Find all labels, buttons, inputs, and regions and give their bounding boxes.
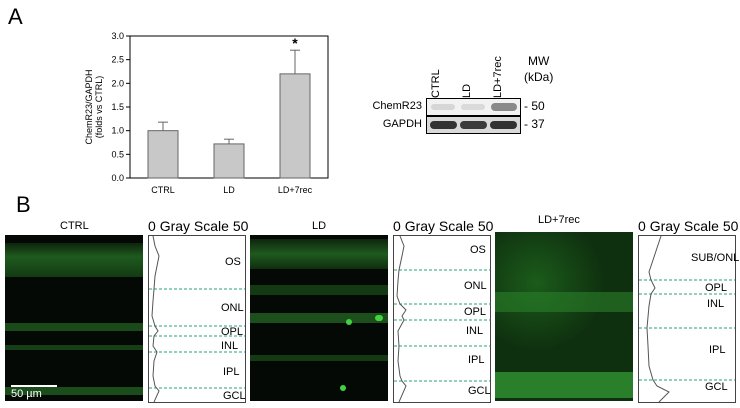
x-tick-label: LD+7rec <box>278 185 313 195</box>
panel-a-label: A <box>8 4 23 29</box>
mw-50: - 50 <box>524 99 545 113</box>
gray-scale-title-ld7rec: 0 Gray Scale 50 <box>638 218 738 234</box>
intensity-profile <box>396 236 407 402</box>
blot-lane-ctrl: CTRL <box>430 69 442 98</box>
layer-ctrl-inl: INL <box>221 340 239 352</box>
mw-37: - 37 <box>524 117 545 131</box>
layer-ctrl-os: OS <box>225 256 241 268</box>
layer-ctrl-onl: ONL <box>221 302 244 314</box>
y-tick-label: 3.0 <box>111 31 124 41</box>
y-tick-label: 0.5 <box>111 149 124 159</box>
y-axis-label: ChemR23/GAPDH <box>84 69 94 144</box>
micrograph-ld7rec <box>495 232 633 401</box>
layer-ld-opl: OPL <box>464 306 487 318</box>
scale-min-ctrl: 0 <box>148 218 156 234</box>
layer-ld-gcl: GCL <box>468 385 491 397</box>
image-title-ld: LD <box>312 220 327 232</box>
gray-scale-title-ctrl: 0 Gray Scale 50 <box>148 218 248 234</box>
mw-header: MW <box>528 54 550 68</box>
blot-band-chemr23 <box>426 98 521 116</box>
layer-ld-os: OS <box>470 244 486 256</box>
scale-min-ld: 0 <box>393 218 401 234</box>
layer-ld-inl: INL <box>466 325 484 337</box>
scale-max-ld: 50 <box>477 218 494 234</box>
y-tick-label: 1.5 <box>111 102 124 112</box>
profile-ctrl: OS ONL OPL INL IPL GCL <box>148 235 246 403</box>
layer-ctrl-ipl: IPL <box>223 366 240 378</box>
intensity-profile <box>151 236 160 402</box>
micrograph-ctrl: 50 µm <box>5 235 143 401</box>
layer-ld7rec-ipl: IPL <box>709 344 726 356</box>
blot-row-chemr23: ChemR23 <box>372 100 422 112</box>
scale-bar <box>11 385 57 387</box>
significance-marker: * <box>292 35 298 51</box>
bar-chart: 0.0 0.5 1.0 1.5 2.0 2.5 3.0 ChemR23/GAPDH (folds… <box>84 31 329 195</box>
scale-min-ld7rec: 0 <box>638 218 646 234</box>
western-blot: CTRL LD LD+7rec ChemR23 GAPDH MW (kDa) -… <box>360 40 600 150</box>
y-tick-label: 1.0 <box>111 126 124 136</box>
blot-lane-ld7rec: LD+7rec <box>492 56 504 98</box>
layer-ld-ipl: IPL <box>468 354 485 366</box>
layer-ld7rec-opl: OPL <box>705 282 728 294</box>
y-tick-label: 2.5 <box>111 55 124 65</box>
layer-ctrl-gcl: GCL <box>223 390 246 402</box>
y-tick-label: 2.0 <box>111 78 124 88</box>
layer-ctrl-opl: OPL <box>221 326 244 338</box>
blot-lane-ld: LD <box>461 83 473 98</box>
profile-ld: OS ONL OPL INL IPL GCL <box>393 235 491 403</box>
x-tick-label: LD <box>223 185 235 195</box>
panel-b-label: B <box>16 192 31 217</box>
image-title-ld7rec: LD+7rec <box>538 214 580 226</box>
y-axis-label: (folds vs CTRL) <box>94 76 104 139</box>
x-tick-label: CTRL <box>151 185 175 195</box>
gray-scale-title-ld: 0 Gray Scale 50 <box>393 218 493 234</box>
gray-scale-label-ctrl: Gray Scale <box>159 218 229 234</box>
gray-scale-label-ld: Gray Scale <box>404 218 474 234</box>
y-tick-label: 0.0 <box>111 173 124 183</box>
layer-ld7rec-subonl: SUB/ONL <box>691 252 740 264</box>
profile-ld7rec: SUB/ONL OPL INL IPL GCL <box>638 235 740 403</box>
layer-ld7rec-gcl: GCL <box>705 381 728 393</box>
bar-ld7rec <box>279 73 311 179</box>
blot-band-gapdh <box>426 116 521 134</box>
mw-unit: (kDa) <box>524 70 554 84</box>
gray-scale-label-ld7rec: Gray Scale <box>649 218 719 234</box>
scale-max-ld7rec: 50 <box>722 218 739 234</box>
layer-ld-onl: ONL <box>464 280 487 292</box>
intensity-profile <box>646 236 670 402</box>
micrograph-ld <box>250 235 388 401</box>
blot-row-gapdh: GAPDH <box>382 118 422 130</box>
layer-ld7rec-inl: INL <box>707 298 725 310</box>
image-title-ctrl: CTRL <box>60 220 89 232</box>
scale-max-ctrl: 50 <box>232 218 249 234</box>
scale-bar-label: 50 µm <box>11 388 42 400</box>
bar-ctrl <box>147 130 179 179</box>
bar-ld <box>213 143 245 179</box>
